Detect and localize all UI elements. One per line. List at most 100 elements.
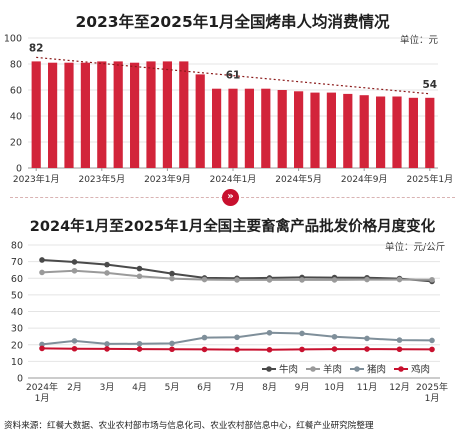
series-point: [331, 277, 338, 283]
line-y-tick-label: 60: [11, 274, 23, 285]
series-point: [136, 340, 143, 347]
legend-marker: [354, 366, 360, 372]
bar-x-tick-label: 2024年5月: [275, 173, 322, 185]
series-point: [201, 346, 208, 353]
bar-y-tick-label: 100: [4, 34, 22, 45]
bar: [326, 92, 336, 168]
bar-x-tick-label: 2023年5月: [78, 173, 125, 185]
bar-y-tick-label: 80: [10, 60, 22, 71]
bar-x-tick-label: 2025年1月: [406, 173, 453, 185]
series-point: [364, 335, 370, 342]
series-point: [266, 277, 273, 283]
line-y-tick-label: 30: [11, 324, 23, 335]
legend-label: 牛肉: [279, 364, 298, 376]
bar: [113, 61, 123, 168]
bar-y-tick-label: 40: [10, 112, 22, 123]
series-point: [396, 337, 403, 343]
line-x-tick-label: 10月: [324, 382, 344, 393]
series-point: [364, 346, 370, 352]
series-point: [396, 346, 403, 353]
bar-x-tick-label: 2023年1月: [13, 173, 60, 185]
legend-label: 羊肉: [323, 364, 342, 376]
line-x-tick-label: 3月: [100, 382, 115, 393]
series-point: [104, 341, 110, 347]
series-point: [104, 346, 110, 352]
series-point: [169, 275, 175, 282]
bar: [343, 93, 353, 168]
series-point: [429, 276, 435, 283]
series-point: [429, 346, 435, 353]
series-point: [169, 346, 175, 353]
bar: [179, 61, 189, 168]
series-point: [169, 340, 175, 347]
bar: [212, 88, 222, 168]
bar-x-tick-label: 2024年9月: [341, 173, 388, 185]
line-y-tick-label: 40: [11, 307, 23, 318]
series-point: [39, 269, 45, 276]
series-point: [71, 345, 78, 352]
legend-label: 鸡肉: [411, 364, 430, 376]
series-point: [71, 267, 78, 274]
line-x-tick-label: 11月: [357, 382, 377, 393]
line-y-tick-label: 0: [17, 374, 23, 385]
series-point: [429, 337, 435, 344]
bar: [261, 88, 271, 168]
line-chart-title: 2024年1月至2025年1月全国主要畜禽产品批发价格月度变化: [29, 219, 436, 235]
legend-marker: [266, 366, 272, 372]
series-point: [71, 259, 78, 265]
line-x-tick-label: 2025年 1月: [416, 381, 448, 404]
series-point: [266, 329, 273, 336]
legend-marker: [310, 366, 316, 372]
series-point: [266, 346, 273, 353]
bar-chart-unit: 单位：元: [400, 35, 439, 46]
bar: [80, 62, 90, 169]
series-point: [364, 276, 370, 283]
series-point: [299, 346, 305, 353]
bar: [195, 74, 205, 168]
series-point: [71, 338, 78, 344]
series-point: [234, 277, 240, 283]
bar: [294, 91, 304, 168]
line-x-tick-label: 9月: [295, 382, 310, 393]
bar-chart: 0 20 40 60 80 100 82 61 54 2023年1月 2023年5月 2023年9月 2…: [4, 34, 453, 186]
series-point: [39, 257, 45, 263]
line-x-tick-label: 2024年 1月: [26, 381, 58, 404]
bar: [130, 62, 140, 169]
bar: [392, 96, 402, 168]
bar-chart-title: 2023年至2025年1月全国烤串人均消费情况: [75, 13, 390, 31]
legend-label: 猪肉: [367, 364, 386, 376]
line-y-tick-label: 50: [11, 290, 23, 301]
legend-marker: [398, 366, 404, 372]
line-y-tick-label: 10: [11, 357, 23, 368]
bar: [376, 96, 386, 168]
series-point: [234, 346, 240, 353]
line-y-tick-label: 80: [11, 241, 23, 252]
bar: [48, 62, 58, 169]
series-point: [104, 261, 110, 268]
series-point: [234, 334, 240, 341]
line-y-tick-label: 20: [11, 340, 23, 351]
bar-y-tick-label: 60: [10, 86, 22, 97]
bar: [97, 61, 107, 168]
bar: [162, 61, 172, 168]
bar: [244, 88, 254, 168]
line-x-tick-label: 5月: [165, 382, 180, 393]
series-point: [169, 270, 175, 277]
line-x-tick-label: 6月: [197, 382, 212, 393]
line-x-tick-label: 4月: [132, 382, 147, 393]
bar-trendline: [36, 56, 430, 95]
series-point: [104, 270, 110, 276]
series-point: [201, 334, 208, 341]
line-x-tick-label: 8月: [262, 382, 277, 393]
source-note: 资料来源：红餐大数据、农业农村部市场与信息化司、农业农村部信息中心，红餐产业研究…: [4, 421, 374, 431]
line-x-tick-label: 12月: [389, 382, 409, 393]
series-point: [331, 333, 338, 340]
bar: [146, 61, 156, 168]
bar-y-tick-label: 0: [16, 164, 22, 175]
line-x-tick-label: 7月: [230, 382, 245, 393]
series-point: [136, 273, 143, 280]
bar: [408, 97, 418, 168]
line-x-tick-label: 2月: [67, 382, 82, 393]
bar-data-label: 82: [29, 42, 44, 54]
bar-x-tick-label: 2024年1月: [210, 173, 257, 185]
